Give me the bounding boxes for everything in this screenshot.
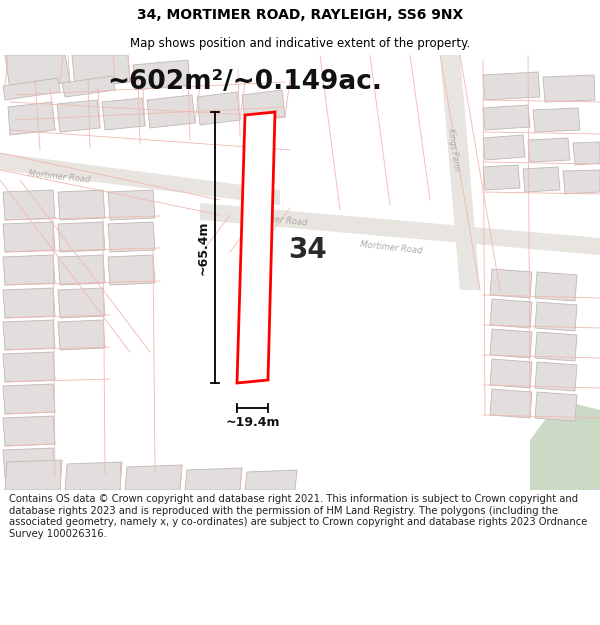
Polygon shape [543, 75, 595, 102]
Polygon shape [65, 462, 122, 490]
Polygon shape [535, 302, 577, 331]
Polygon shape [58, 320, 105, 350]
Polygon shape [197, 92, 240, 125]
Polygon shape [490, 299, 532, 328]
Polygon shape [57, 100, 100, 132]
Polygon shape [523, 167, 560, 192]
Polygon shape [535, 332, 577, 361]
Polygon shape [490, 329, 532, 358]
Polygon shape [0, 153, 280, 205]
Polygon shape [530, 400, 600, 490]
Polygon shape [58, 222, 105, 252]
Polygon shape [3, 416, 55, 446]
Polygon shape [483, 165, 520, 190]
Polygon shape [108, 222, 155, 252]
Polygon shape [483, 135, 525, 160]
Polygon shape [3, 190, 55, 220]
Text: Contains OS data © Crown copyright and database right 2021. This information is : Contains OS data © Crown copyright and d… [9, 494, 587, 539]
Polygon shape [3, 352, 55, 382]
Polygon shape [3, 255, 55, 285]
Polygon shape [3, 288, 55, 318]
Polygon shape [535, 272, 577, 301]
Polygon shape [535, 362, 577, 391]
Polygon shape [237, 112, 275, 383]
Text: ~65.4m: ~65.4m [197, 220, 209, 275]
Polygon shape [8, 102, 55, 135]
Polygon shape [108, 190, 155, 220]
Polygon shape [147, 95, 195, 128]
Polygon shape [535, 392, 577, 421]
Polygon shape [483, 105, 530, 130]
Polygon shape [3, 384, 55, 414]
Polygon shape [573, 142, 600, 165]
Polygon shape [242, 90, 285, 122]
Text: Mortimer Road: Mortimer Road [28, 169, 91, 185]
Polygon shape [72, 55, 130, 88]
Polygon shape [58, 255, 105, 285]
Polygon shape [490, 359, 532, 388]
Polygon shape [3, 320, 55, 350]
Polygon shape [440, 55, 480, 290]
Text: Kings Farm: Kings Farm [446, 128, 460, 172]
Text: 34: 34 [289, 236, 328, 264]
Polygon shape [5, 55, 70, 90]
Polygon shape [58, 288, 105, 318]
Polygon shape [185, 468, 242, 490]
Text: Map shows position and indicative extent of the property.: Map shows position and indicative extent… [130, 38, 470, 51]
Polygon shape [58, 190, 105, 220]
Polygon shape [62, 76, 115, 97]
Polygon shape [3, 448, 55, 478]
Polygon shape [200, 203, 600, 255]
Polygon shape [108, 255, 155, 285]
Polygon shape [563, 170, 600, 194]
Polygon shape [5, 460, 62, 490]
Text: ~602m²/~0.149ac.: ~602m²/~0.149ac. [107, 69, 383, 95]
Text: Mortimer Road: Mortimer Road [245, 213, 308, 228]
Text: 34, MORTIMER ROAD, RAYLEIGH, SS6 9NX: 34, MORTIMER ROAD, RAYLEIGH, SS6 9NX [137, 8, 463, 22]
Polygon shape [490, 269, 532, 298]
Polygon shape [102, 98, 145, 130]
Polygon shape [3, 222, 55, 252]
Text: ~19.4m: ~19.4m [225, 416, 280, 429]
Polygon shape [3, 78, 60, 100]
Polygon shape [245, 470, 297, 490]
Polygon shape [125, 465, 182, 490]
Polygon shape [483, 72, 540, 100]
Polygon shape [528, 138, 570, 162]
Polygon shape [490, 389, 532, 418]
Text: Mortimer Road: Mortimer Road [360, 240, 423, 256]
Polygon shape [533, 108, 580, 132]
Polygon shape [133, 60, 190, 90]
